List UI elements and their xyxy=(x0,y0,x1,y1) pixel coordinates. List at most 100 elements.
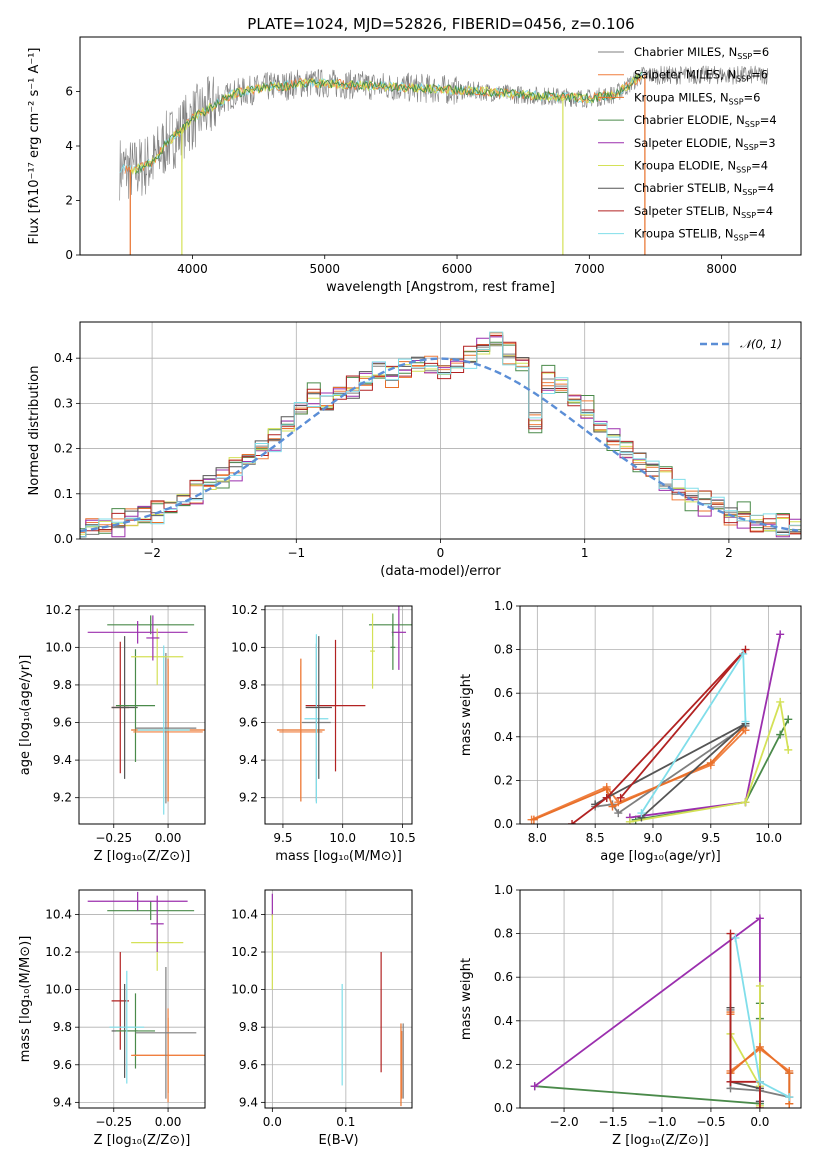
x-tick-label: −2 xyxy=(143,546,161,560)
x-tick-label: 7000 xyxy=(574,262,605,276)
y-axis-label: mass weight xyxy=(459,674,474,756)
x-axis-label: wavelength [Angstrom, rest frame] xyxy=(326,280,555,295)
mass-weight-marker xyxy=(602,793,611,802)
y-tick-label: 0.1 xyxy=(54,487,73,501)
mass-weight-line xyxy=(534,1003,761,1105)
x-axis-label: Z [log₁₀(Z/Z⊙)] xyxy=(94,1133,191,1148)
x-tick-label: 8.0 xyxy=(528,831,547,845)
legend-label: Salpeter STELIB, NSSP=4 xyxy=(634,204,773,220)
y-tick-label: 10.2 xyxy=(231,603,258,617)
x-tick-label: −0.5 xyxy=(696,1115,725,1129)
legend-label: Chabrier STELIB, NSSP=4 xyxy=(634,181,774,197)
y-tick-label: 9.4 xyxy=(53,753,72,767)
residuals-panel: −2 −1 0 1 2 0.0 0.1 0.2 0.3 0.4 (data-model)/error… xyxy=(27,321,802,579)
mass-weight-line xyxy=(734,937,790,1098)
mass-weight-marker xyxy=(755,1077,764,1086)
mass-weight-marker xyxy=(741,717,750,726)
y-tick-label: 6 xyxy=(65,85,73,99)
legend-label: Salpeter MILES, NSSP=6 xyxy=(634,68,768,84)
y-tick-label: 0.0 xyxy=(494,817,513,831)
y-tick-label: 9.8 xyxy=(239,678,258,692)
mass-weight-marker xyxy=(776,697,785,706)
x-tick-label: −1 xyxy=(287,546,305,560)
y-tick-label: 9.6 xyxy=(53,716,72,730)
y-tick-label: 0.6 xyxy=(494,686,513,700)
y-tick-label: 10.4 xyxy=(45,907,72,921)
spectrum-panel: 4000 5000 6000 7000 8000 0 2 4 6 wavelength [Angs… xyxy=(27,36,802,295)
mass-weight-marker xyxy=(784,745,793,754)
mass-weight-marker xyxy=(741,645,750,654)
x-axis-label: (data-model)/error xyxy=(380,564,501,579)
x-tick-label: 10.5 xyxy=(389,831,416,845)
y-tick-label: 9.2 xyxy=(53,791,72,805)
mass-weight-line xyxy=(534,916,761,1102)
x-axis-label: age [log₁₀(age/yr)] xyxy=(600,849,721,864)
y-axis-label: Normed distribution xyxy=(27,366,42,496)
axes-frame xyxy=(519,889,802,1109)
mass-weight-marker xyxy=(731,933,740,942)
mass-weight-marker xyxy=(726,929,735,938)
mass-vs-metallicity-panel: −0.25 0.00 9.4 9.6 9.8 10.0 10.2 10.4 Z [log₁₀(Z… xyxy=(18,889,206,1148)
y-tick-label: 10.0 xyxy=(45,983,72,997)
mass-weight-line xyxy=(629,701,790,823)
mass-weight-marker xyxy=(625,817,634,824)
x-tick-label: −1.5 xyxy=(598,1115,627,1129)
mass-weight-line xyxy=(729,933,761,1108)
mass-weight-marker xyxy=(785,1093,794,1102)
histogram-line xyxy=(80,336,801,538)
y-tick-label: 9.8 xyxy=(53,1020,72,1034)
mass-vs-extinction-panel: 0.0 0.1 9.4 9.6 9.8 10.0 10.2 10.4 E(B-V) xyxy=(231,889,413,1148)
legend-label: Kroupa MILES, NSSP=6 xyxy=(634,90,760,106)
legend-label: 𝒩(0, 1) xyxy=(740,337,782,351)
y-axis-label: Flux [fλ10⁻¹⁷ erg cm⁻² s⁻¹ A⁻¹] xyxy=(27,48,42,245)
y-tick-label: 0.2 xyxy=(494,1057,513,1071)
mass-weight-marker xyxy=(784,715,793,724)
mass-weight-marker xyxy=(755,1042,764,1051)
y-tick-label: 9.2 xyxy=(239,791,258,805)
x-tick-label: 10.0 xyxy=(755,831,782,845)
y-tick-label: 10.4 xyxy=(231,907,258,921)
mass-weight-marker xyxy=(726,1077,735,1086)
y-tick-label: 1.0 xyxy=(494,599,513,613)
y-tick-label: 4 xyxy=(65,139,73,153)
mass-weight-marker xyxy=(776,730,785,739)
axes-frame xyxy=(264,889,413,1109)
x-tick-label: 1 xyxy=(581,546,589,560)
y-tick-label: 0.4 xyxy=(54,351,73,365)
mass-weight-marker xyxy=(741,798,750,807)
x-tick-label: −0.25 xyxy=(95,831,132,845)
mass-weight-marker xyxy=(755,914,764,923)
y-tick-label: 0.4 xyxy=(494,1014,513,1028)
x-axis-label: Z [log₁₀(Z/Z⊙)] xyxy=(612,1133,709,1148)
y-tick-label: 9.4 xyxy=(53,1095,72,1109)
x-axis-label: mass [log₁₀(M/M⊙)] xyxy=(275,849,402,864)
mass-weight-marker xyxy=(739,649,748,658)
x-tick-label: 9.0 xyxy=(643,831,662,845)
x-tick-label: 9.5 xyxy=(273,831,292,845)
mass-weight-marker xyxy=(706,758,715,767)
y-tick-label: 0.8 xyxy=(494,643,513,657)
y-tick-label: 10.0 xyxy=(45,640,72,654)
mass-weight-line xyxy=(595,725,747,815)
mass-weight-line xyxy=(571,648,747,824)
age-vs-metallicity-panel: −0.25 0.00 9.2 9.4 9.6 9.8 10.0 10.2 Z [log₁₀(Z/… xyxy=(18,603,206,864)
y-axis-label: mass [log₁₀(M/M⊙)] xyxy=(18,936,33,1063)
y-tick-label: 0.6 xyxy=(494,970,513,984)
x-tick-label: 4000 xyxy=(177,262,208,276)
mass-weight-marker xyxy=(755,981,764,990)
legend-label: Chabrier MILES, NSSP=6 xyxy=(634,45,769,61)
x-tick-label: 0.0 xyxy=(750,1115,769,1129)
mass-weight-vs-age-panel: 8.0 8.5 9.0 9.5 10.0 0.0 0.2 0.4 0.6 0.8 1.0 age [l… xyxy=(459,599,802,864)
histogram-line xyxy=(80,334,801,534)
y-tick-label: 9.6 xyxy=(239,716,258,730)
y-tick-label: 10.0 xyxy=(231,983,258,997)
figure-title: PLATE=1024, MJD=52826, FIBERID=0456, z=0… xyxy=(247,15,634,33)
y-tick-label: 9.6 xyxy=(239,1058,258,1072)
spectrum-model-line xyxy=(135,71,643,175)
y-tick-label: 9.6 xyxy=(53,1058,72,1072)
y-tick-label: 9.4 xyxy=(239,1095,258,1109)
histogram-line xyxy=(80,343,801,538)
mass-weight-marker xyxy=(614,809,623,818)
age-vs-mass-panel: 9.5 10.0 10.5 9.2 9.4 9.6 9.8 10.0 10.2 mass [log… xyxy=(231,603,416,864)
